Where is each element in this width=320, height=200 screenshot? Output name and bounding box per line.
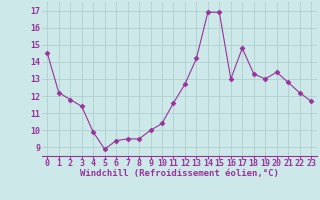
X-axis label: Windchill (Refroidissement éolien,°C): Windchill (Refroidissement éolien,°C) (80, 169, 279, 178)
